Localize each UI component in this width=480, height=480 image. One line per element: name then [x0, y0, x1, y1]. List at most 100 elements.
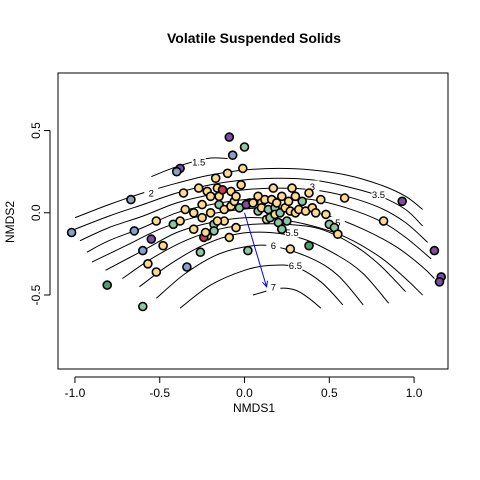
contour-line-5-5 — [139, 231, 390, 304]
data-point — [304, 188, 314, 198]
data-point — [268, 183, 279, 193]
data-points — [66, 132, 447, 312]
x-tick-label: 1.0 — [406, 386, 423, 400]
contour-label: 3.5 — [372, 190, 385, 201]
data-point — [339, 193, 350, 203]
x-axis-label: NMDS1 — [233, 401, 275, 415]
contour-label-background — [288, 259, 303, 271]
contour-labels: 1.5 2 3 3.5 5 5.5 6 6.5 7 — [144, 155, 386, 293]
contour-line-3 — [79, 187, 429, 243]
contour-label-background — [285, 226, 299, 238]
data-point — [151, 267, 162, 277]
data-point — [195, 247, 206, 257]
y-tick-label: -0.5 — [29, 284, 43, 305]
vector-line — [244, 212, 268, 287]
contour-lines — [74, 157, 435, 309]
data-point — [102, 280, 112, 290]
contour-label: 2 — [149, 189, 154, 200]
contour-line-2 — [74, 167, 423, 219]
x-axis: -1.0 -0.5 0.0 0.5 1.0 — [65, 376, 423, 400]
data-point — [129, 226, 140, 236]
data-point — [434, 276, 445, 287]
contour-label: 6.5 — [289, 261, 302, 272]
contour-label: 7 — [271, 282, 276, 293]
vector-arrowhead — [262, 280, 269, 288]
data-point — [178, 188, 189, 198]
data-point — [205, 191, 216, 202]
contour-label: 3 — [310, 182, 315, 193]
data-point — [231, 191, 241, 202]
data-point — [138, 301, 148, 312]
data-point — [126, 194, 136, 205]
contour-line-6 — [155, 244, 364, 306]
contour-label-background — [330, 216, 345, 228]
contour-label: 5 — [335, 218, 340, 229]
data-point — [188, 208, 199, 218]
contour-label-background — [266, 239, 281, 251]
y-tick-label: 0.0 — [29, 204, 43, 221]
data-point — [285, 244, 296, 254]
data-point — [171, 166, 182, 177]
data-point — [310, 208, 321, 218]
contour-label-background — [144, 187, 159, 199]
data-point — [224, 232, 235, 243]
x-tick-label: -1.0 — [65, 386, 86, 400]
x-tick-label: -0.5 — [149, 386, 170, 400]
contour-label: 5.5 — [285, 228, 298, 239]
data-point — [276, 191, 287, 202]
data-point — [378, 216, 389, 226]
data-point — [321, 209, 331, 220]
contour-label-background — [371, 188, 386, 200]
data-point — [151, 216, 162, 226]
data-point — [197, 199, 207, 210]
data-point — [205, 208, 216, 218]
y-tick-label: 0.5 — [29, 122, 43, 139]
data-point — [290, 191, 301, 202]
data-point — [243, 245, 253, 256]
data-point — [238, 163, 248, 174]
data-point — [271, 198, 282, 208]
data-point — [397, 196, 408, 207]
data-point — [209, 226, 219, 236]
data-point — [231, 222, 241, 233]
contour-line-5 — [122, 223, 406, 293]
chart-title: Volatile Suspended Solids — [167, 30, 341, 46]
data-point — [197, 212, 207, 223]
y-axis-label: NMDS2 — [3, 201, 17, 243]
contour-line-6-5 — [179, 264, 344, 309]
data-point — [287, 183, 297, 193]
data-point — [200, 227, 211, 238]
data-point — [224, 132, 235, 142]
data-point — [282, 216, 292, 226]
x-tick-label: 0.0 — [236, 386, 253, 400]
data-point — [429, 245, 440, 256]
data-point — [193, 183, 204, 193]
data-point — [304, 240, 314, 251]
data-point — [180, 204, 190, 215]
data-point — [66, 227, 77, 238]
data-point — [158, 240, 168, 251]
plot-frame — [57, 72, 449, 370]
data-point — [236, 180, 246, 190]
data-point — [210, 173, 221, 183]
data-point — [332, 229, 343, 239]
contour-label: 6 — [271, 241, 276, 252]
data-point — [212, 216, 223, 226]
data-point — [222, 168, 233, 179]
data-point — [297, 196, 308, 207]
data-point — [276, 224, 287, 234]
data-point — [175, 216, 185, 226]
data-point — [227, 150, 238, 160]
data-point — [217, 185, 228, 195]
y-axis: -0.5 0.0 0.5 — [29, 122, 51, 305]
data-point — [138, 245, 148, 256]
contour-label-background — [305, 180, 320, 192]
data-point — [143, 258, 153, 269]
contour-label-background — [266, 280, 281, 292]
data-point — [182, 262, 192, 272]
data-point — [239, 142, 250, 152]
data-point — [283, 196, 294, 207]
x-tick-label: 0.5 — [321, 386, 338, 400]
